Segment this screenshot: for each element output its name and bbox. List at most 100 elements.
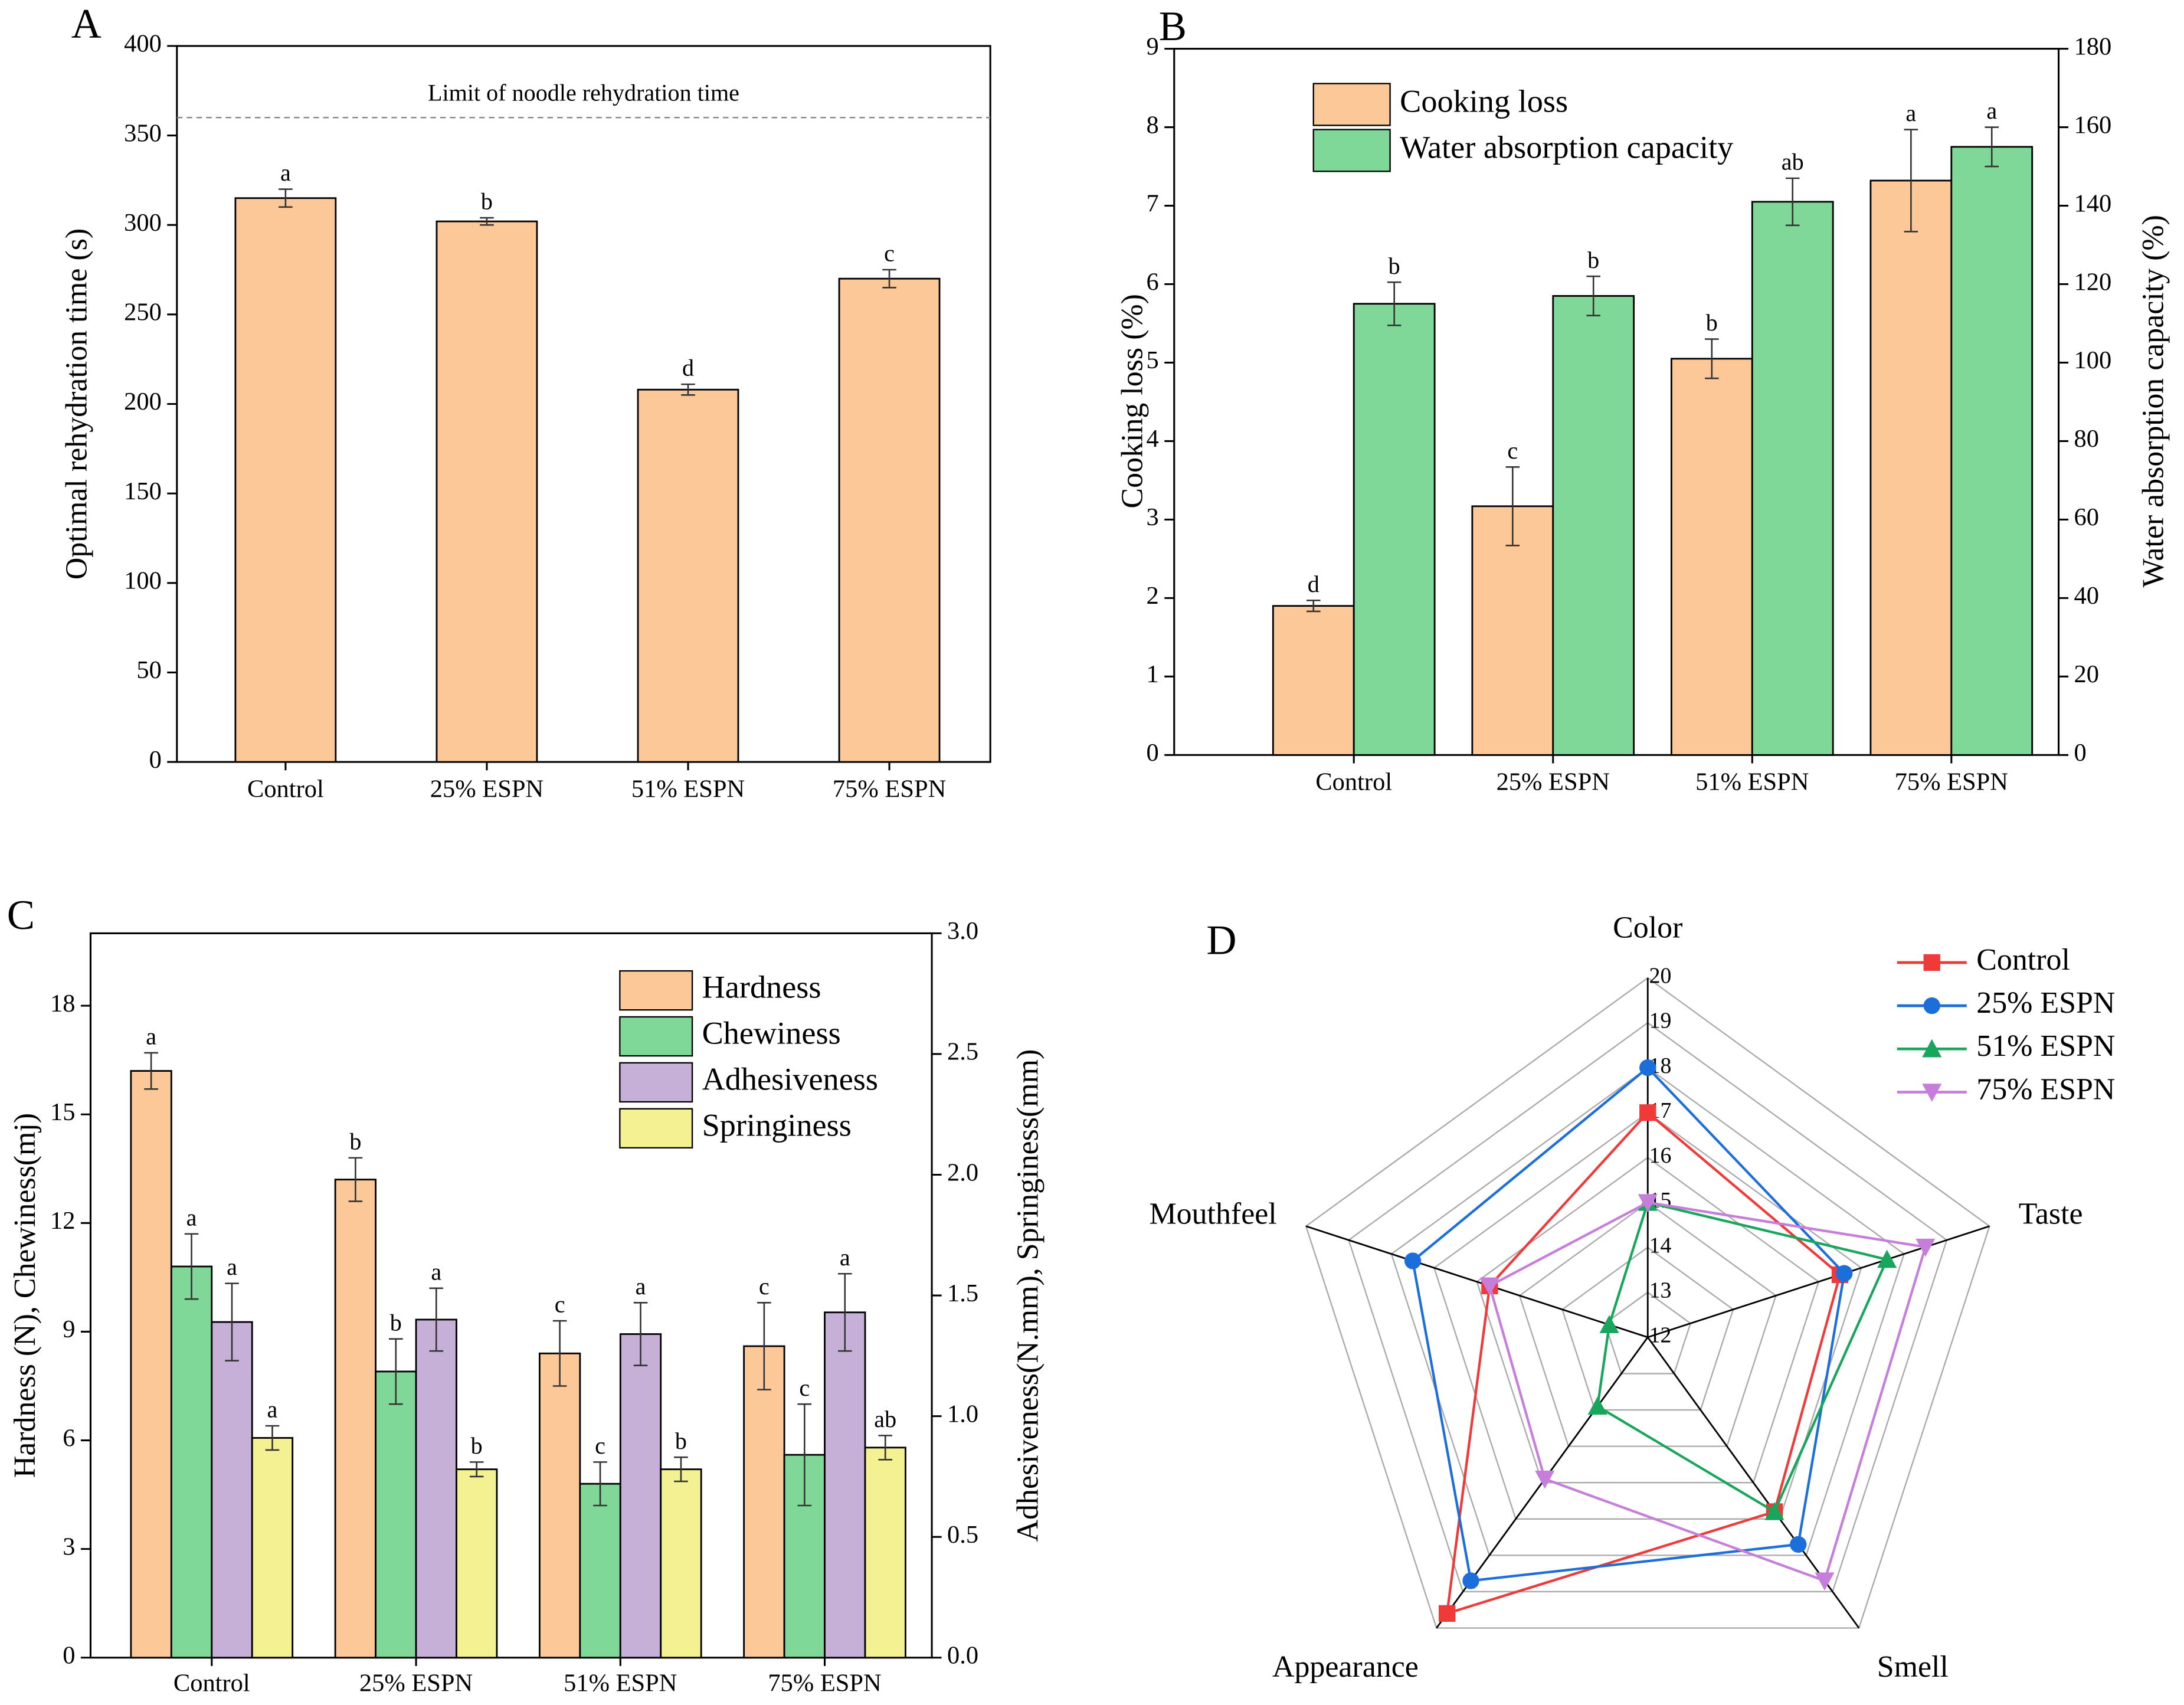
panel-letter: C	[7, 892, 35, 938]
error-bar	[837, 1272, 852, 1352]
significance-letter: a	[1905, 100, 1916, 126]
error-bar	[144, 1052, 158, 1090]
y2-tick-label: 180	[2074, 32, 2112, 60]
grid-ring	[1390, 1066, 1905, 1556]
x-tick-label: Control	[1315, 768, 1392, 796]
y-tick-label: 9	[63, 1315, 75, 1343]
y2-tick-label: 120	[2074, 268, 2112, 296]
y-tick-label: 3	[1147, 503, 1159, 531]
grid-ring	[1348, 1022, 1948, 1593]
marker	[1877, 1249, 1897, 1268]
axis-label: Smell	[1877, 1650, 1949, 1684]
y-tick-label: 100	[124, 567, 162, 595]
significance-letter: c	[1507, 437, 1518, 464]
error-bar	[552, 1320, 567, 1387]
marker	[1790, 1536, 1807, 1553]
error-bar	[225, 1282, 239, 1362]
y-tick-label: 8	[1147, 111, 1159, 139]
panel-letter: A	[71, 1, 101, 47]
x-tick-label: Control	[247, 775, 324, 803]
bar	[637, 388, 739, 763]
error-bar	[1306, 600, 1321, 613]
significance-letter: a	[840, 1244, 850, 1271]
legend-swatch	[1312, 129, 1391, 172]
y-tick-label: 300	[124, 209, 162, 237]
bar	[415, 1318, 457, 1659]
error-bar	[389, 1338, 403, 1405]
legend-label: Chewiness	[702, 1016, 841, 1051]
error-bar	[593, 1461, 607, 1507]
marker	[1462, 1572, 1479, 1589]
y-tick-label: 7	[1147, 189, 1159, 217]
y-tick-label: 6	[1147, 268, 1159, 296]
error-bar	[674, 1456, 688, 1483]
error-bar	[279, 188, 293, 208]
marker	[1638, 1194, 1658, 1213]
bar	[170, 1265, 213, 1659]
bar	[251, 1437, 294, 1659]
y2-axis-label: Water absorption capacity (%)	[2137, 215, 2170, 587]
y2-tick-label: 40	[2074, 582, 2099, 610]
significance-letter: a	[186, 1204, 197, 1231]
significance-letter: a	[431, 1258, 441, 1285]
bar	[838, 277, 941, 763]
significance-letter: b	[349, 1128, 361, 1154]
bar	[234, 197, 337, 763]
error-bar	[633, 1302, 648, 1367]
y-tick-label: 400	[124, 30, 162, 58]
significance-letter: ab	[874, 1406, 896, 1432]
marker	[1404, 1252, 1422, 1269]
marker	[1599, 1315, 1619, 1333]
y-tick-label: 15	[50, 1098, 75, 1126]
significance-letter: a	[1986, 97, 1997, 124]
grid-ring	[1433, 1111, 1862, 1520]
r-tick-label: 20	[1649, 964, 1672, 989]
error-bar	[1387, 281, 1402, 326]
marker	[1535, 1470, 1555, 1489]
axis-label: Taste	[2019, 1197, 2083, 1231]
y2-tick-label: 0.0	[947, 1642, 978, 1670]
error-bar	[184, 1233, 199, 1300]
bar	[456, 1468, 498, 1659]
bar	[1552, 295, 1635, 756]
y2-tick-label: 20	[2074, 660, 2099, 688]
y2-tick-label: 3.0	[947, 917, 978, 945]
x-tick-label: 75% ESPN	[768, 1670, 881, 1697]
y-tick-label: 0	[149, 746, 162, 774]
error-bar	[1705, 338, 1719, 379]
bar	[211, 1321, 253, 1659]
error-bar	[757, 1302, 771, 1390]
r-tick-label: 12	[1649, 1323, 1672, 1348]
significance-letter: c	[799, 1375, 810, 1401]
significance-letter: d	[1308, 571, 1319, 597]
error-bar	[469, 1461, 484, 1478]
error-bar	[348, 1157, 363, 1202]
legend-swatch	[619, 1108, 693, 1149]
limit-label: Limit of noodle rehydration time	[428, 80, 739, 106]
y-tick-label: 18	[50, 990, 75, 1017]
y2-axis-label: Adhesiveness(N.mm), Springiness(mm)	[1011, 1049, 1045, 1542]
y-tick-label: 150	[124, 477, 162, 505]
legend-label: 75% ESPN	[1976, 1072, 2115, 1106]
bar	[824, 1311, 866, 1659]
y-axis-label: Hardness (N), Chewiness(mj)	[8, 1113, 42, 1478]
x-tick-label: 75% ESPN	[833, 775, 946, 803]
x-tick-label: Control	[173, 1670, 250, 1697]
marker	[1587, 1396, 1607, 1415]
y2-tick-label: 80	[2074, 425, 2099, 453]
marker	[1922, 1039, 1942, 1058]
legend-label: Control	[1976, 943, 2070, 977]
marker	[1815, 1572, 1835, 1591]
legend-swatch	[619, 1062, 693, 1103]
legend-label: 25% ESPN	[1976, 986, 2115, 1020]
bar	[1950, 146, 2034, 756]
significance-letter: b	[471, 1432, 483, 1459]
legend-swatch	[1312, 83, 1391, 126]
y2-tick-label: 60	[2074, 503, 2099, 531]
marker	[1915, 1238, 1936, 1257]
bar	[538, 1352, 581, 1659]
series-line	[1411, 1066, 1846, 1582]
grid-ring	[1476, 1156, 1820, 1484]
r-tick-label: 16	[1649, 1143, 1672, 1168]
r-tick-label: 13	[1649, 1278, 1672, 1303]
